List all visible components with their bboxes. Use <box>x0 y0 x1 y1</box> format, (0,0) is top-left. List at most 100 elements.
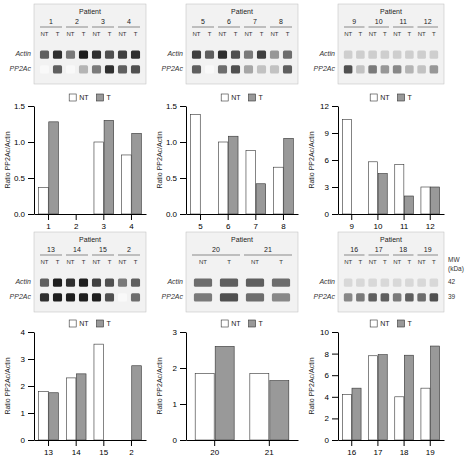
bar-panel: 01232021Ratio PP2Ac/ActinNTT <box>156 320 299 457</box>
x-tick-mark <box>377 214 378 220</box>
x-axis: 5678 <box>187 214 299 231</box>
x-tick-mark <box>283 214 284 220</box>
legend-label: NT <box>380 320 390 327</box>
y-tick: 2 <box>173 364 186 373</box>
bars <box>39 344 142 440</box>
bar <box>246 151 256 214</box>
annotation: (kDa) <box>448 265 464 273</box>
legend-label: NT <box>231 94 241 101</box>
legend-label: NT <box>79 94 89 101</box>
band <box>417 279 426 287</box>
legend-swatch <box>370 320 377 327</box>
bar <box>404 355 413 440</box>
lane-label: NT <box>93 259 101 265</box>
lane-label: NT <box>393 31 401 37</box>
bars <box>342 120 439 215</box>
patient-label: 14 <box>73 246 81 253</box>
lane-label: T <box>408 259 412 265</box>
patient-label: 16 <box>350 246 358 253</box>
y-tick-mark <box>332 397 338 398</box>
band <box>231 65 240 73</box>
row-label: PP2Ac <box>314 293 336 300</box>
y-tick-mark <box>332 214 338 215</box>
band <box>430 51 439 59</box>
y-tick-label: 1.0 <box>166 138 178 147</box>
bar <box>104 120 114 214</box>
x-tick-label: 1 <box>46 222 51 231</box>
band <box>53 51 62 59</box>
y-tick-mark <box>332 106 338 107</box>
bar <box>378 174 387 215</box>
y-tick-label: 0 <box>21 436 26 445</box>
y-tick-mark <box>180 178 186 179</box>
legend-item: NT <box>69 320 89 327</box>
band <box>356 65 365 73</box>
bar <box>284 138 294 214</box>
legend-item: T <box>249 320 264 327</box>
x-tick-label: 7 <box>254 222 259 231</box>
y-tick-mark <box>180 214 186 215</box>
y-tick: 0.5 <box>14 174 34 183</box>
y-tick-label: 0 <box>173 436 178 445</box>
band <box>417 65 426 73</box>
band <box>368 51 377 59</box>
patient-label: 9 <box>352 18 356 25</box>
blot-background <box>34 4 146 84</box>
band <box>220 279 238 287</box>
y-tick-label: 12 <box>320 102 329 111</box>
bar <box>218 142 228 214</box>
patient-label: 3 <box>101 18 105 25</box>
band <box>205 51 214 59</box>
lane-label: T <box>286 31 290 37</box>
legend-swatch <box>97 320 104 327</box>
lane-label: T <box>408 31 412 37</box>
patient-underline <box>192 27 214 28</box>
band <box>131 279 140 287</box>
lane-label: NT <box>67 259 75 265</box>
x-tick-mark <box>103 440 104 446</box>
bar <box>270 381 289 440</box>
y-tick-label: 3 <box>21 355 26 364</box>
bar <box>395 165 404 215</box>
band <box>368 65 377 73</box>
y-tick-label: 1 <box>173 400 178 409</box>
band <box>257 65 266 73</box>
band <box>92 51 101 59</box>
bar <box>430 346 439 440</box>
x-tick: 12 <box>426 214 435 231</box>
band <box>92 293 101 301</box>
x-tick-label: 6 <box>226 222 231 231</box>
x-tick-mark <box>430 214 431 220</box>
lane-label: NT <box>119 31 127 37</box>
patient-label: 5 <box>201 18 205 25</box>
y-tick: 12 <box>320 102 338 111</box>
x-tick-mark <box>351 214 352 220</box>
y-tick-mark <box>180 332 186 333</box>
legend: NTT <box>221 320 263 327</box>
band <box>218 51 227 59</box>
y-tick-mark <box>28 359 34 360</box>
row-label: PP2Ac <box>10 293 32 300</box>
y-tick-mark <box>28 214 34 215</box>
lane-label: NT <box>119 259 127 265</box>
patient-label: 12 <box>424 18 432 25</box>
blot-background <box>338 4 444 84</box>
y-tick-label: 9 <box>325 129 330 138</box>
lane-label: T <box>432 259 436 265</box>
patient-underline <box>418 27 439 28</box>
band <box>92 279 101 287</box>
x-tick-mark <box>48 214 49 220</box>
band <box>66 51 75 59</box>
x-axis: 1314152 <box>35 440 147 457</box>
y-axis: 0246810 <box>320 328 338 445</box>
legend-label: T <box>107 320 112 327</box>
bar <box>132 133 142 214</box>
y-tick-mark <box>28 440 34 441</box>
y-tick-mark <box>28 142 34 143</box>
x-tick-label: 17 <box>373 448 382 457</box>
band <box>40 51 49 59</box>
band <box>246 293 264 301</box>
row-label: Actin <box>166 50 183 57</box>
y-tick: 0 <box>173 436 186 445</box>
y-tick-label: 10 <box>320 328 329 337</box>
